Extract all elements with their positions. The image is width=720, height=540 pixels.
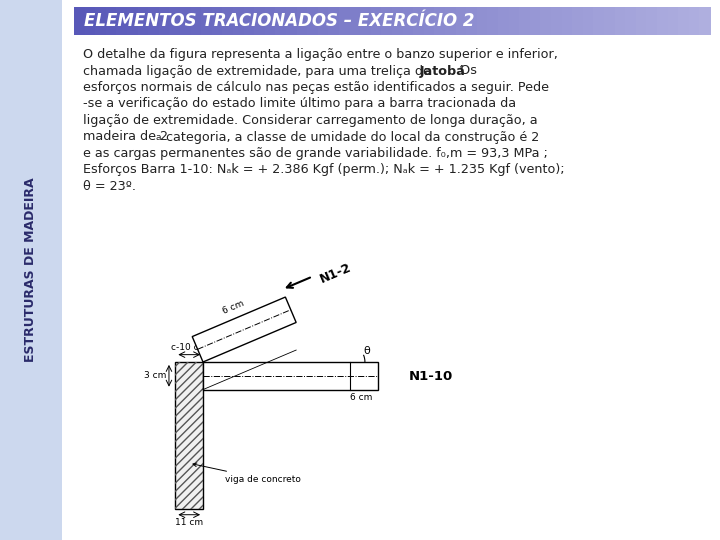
Bar — [392, 7, 404, 35]
Text: 3 cm: 3 cm — [144, 372, 166, 380]
Bar — [286, 7, 297, 35]
Text: Jatobá: Jatobá — [420, 64, 466, 78]
Bar — [582, 7, 595, 35]
Bar — [138, 7, 149, 35]
Bar — [541, 7, 552, 35]
Text: N1-10: N1-10 — [409, 370, 454, 383]
Bar — [106, 7, 117, 35]
Text: ligação de extremidade. Considerar carregamento de longa duração, a: ligação de extremidade. Considerar carre… — [83, 114, 538, 127]
Bar — [95, 7, 107, 35]
Text: +12: +12 — [234, 322, 255, 338]
Text: O detalhe da figura representa a ligação entre o banzo superior e inferior,: O detalhe da figura representa a ligação… — [83, 48, 558, 61]
Bar — [382, 7, 393, 35]
Text: 6 cm: 6 cm — [350, 393, 372, 402]
Bar — [456, 7, 467, 35]
Bar — [562, 7, 573, 35]
Bar — [201, 7, 213, 35]
Bar — [159, 7, 171, 35]
Bar — [604, 7, 616, 35]
Bar — [74, 7, 86, 35]
Bar — [180, 7, 192, 35]
Bar — [625, 7, 636, 35]
Bar — [222, 7, 234, 35]
Bar — [328, 7, 340, 35]
Bar — [636, 7, 647, 35]
Bar — [254, 7, 266, 35]
Bar — [233, 7, 245, 35]
Text: Esforços Barra 1-10: Nₐk = + 2.386 Kgf (perm.); Nₐk = + 1.235 Kgf (vento);: Esforços Barra 1-10: Nₐk = + 2.386 Kgf (… — [83, 164, 564, 177]
Bar — [498, 7, 510, 35]
Bar — [678, 7, 690, 35]
Bar — [467, 7, 478, 35]
Bar — [699, 7, 711, 35]
Bar — [203, 362, 378, 389]
Polygon shape — [192, 297, 296, 362]
Text: 11 cm: 11 cm — [175, 518, 203, 528]
Text: e as cargas permanentes são de grande variabilidade. f₀,m = 93,3 MPa ;: e as cargas permanentes são de grande va… — [83, 147, 548, 160]
Text: N1-2: N1-2 — [318, 260, 354, 285]
Bar — [169, 7, 181, 35]
Text: madeira de 2: madeira de 2 — [83, 131, 168, 144]
Bar — [360, 7, 372, 35]
Bar — [413, 7, 425, 35]
Text: 6 cm: 6 cm — [221, 299, 246, 316]
Bar — [0, 0, 62, 540]
Bar — [487, 7, 499, 35]
Text: esforços normais de cálculo nas peças estão identificados a seguir. Pede: esforços normais de cálculo nas peças es… — [83, 81, 549, 94]
Bar — [689, 7, 701, 35]
Bar — [434, 7, 446, 35]
Bar — [265, 7, 276, 35]
Bar — [176, 362, 203, 509]
Bar — [297, 7, 308, 35]
Bar — [371, 7, 382, 35]
Text: ESTRUTURAS DE MADEIRA: ESTRUTURAS DE MADEIRA — [24, 178, 37, 362]
Bar — [551, 7, 562, 35]
Bar — [85, 7, 96, 35]
Bar — [530, 7, 541, 35]
Bar — [647, 7, 658, 35]
Text: ELEMENTOS TRACIONADOS – EXERCÍCIO 2: ELEMENTOS TRACIONADOS – EXERCÍCIO 2 — [84, 12, 474, 30]
Text: θ = 23º.: θ = 23º. — [83, 180, 136, 193]
Bar — [339, 7, 351, 35]
Bar — [127, 7, 138, 35]
Bar — [445, 7, 456, 35]
Bar — [191, 7, 202, 35]
Bar — [572, 7, 584, 35]
Text: viga de concreto: viga de concreto — [193, 463, 301, 484]
Text: -se a verificação do estado limite último para a barra tracionada da: -se a verificação do estado limite últim… — [83, 98, 516, 111]
Bar — [402, 7, 414, 35]
Bar — [148, 7, 160, 35]
Bar — [212, 7, 223, 35]
Text: . Os: . Os — [452, 64, 477, 78]
Bar — [117, 7, 128, 35]
Bar — [508, 7, 521, 35]
Bar — [657, 7, 669, 35]
Bar — [593, 7, 605, 35]
Bar — [176, 362, 203, 509]
Text: +12: +12 — [352, 372, 371, 380]
Bar — [477, 7, 488, 35]
Bar — [615, 7, 626, 35]
Text: θ: θ — [363, 347, 370, 356]
Text: chamada ligação de extremidade, para uma treliça de: chamada ligação de extremidade, para uma… — [83, 64, 435, 78]
Bar — [307, 7, 319, 35]
Text: a: a — [155, 132, 161, 141]
Text: categoria, a classe de umidade do local da construção é 2: categoria, a classe de umidade do local … — [162, 131, 539, 144]
Text: c-10 cm: c-10 cm — [171, 343, 207, 352]
Bar — [275, 7, 287, 35]
Bar — [243, 7, 255, 35]
Bar — [519, 7, 531, 35]
Bar — [350, 7, 361, 35]
Bar — [318, 7, 330, 35]
Bar — [667, 7, 679, 35]
Bar — [424, 7, 436, 35]
